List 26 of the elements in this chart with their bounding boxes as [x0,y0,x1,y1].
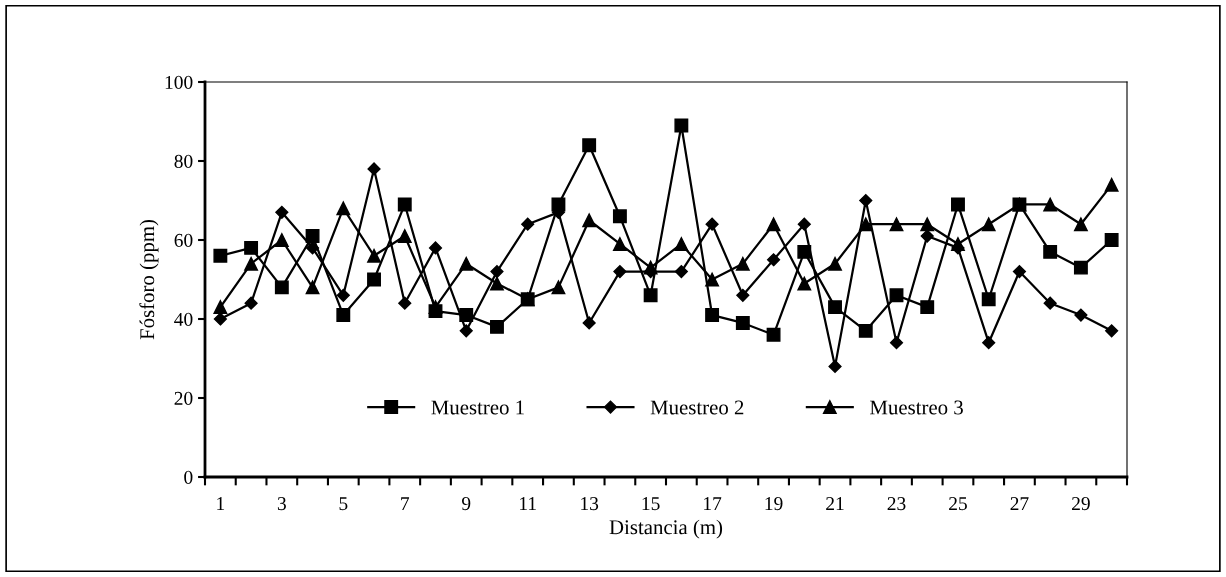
x-tick-label: 3 [277,497,286,511]
legend-label: Muestreo 2 [650,400,744,415]
y-tick-label: 40 [174,312,193,326]
y-tick-label: 60 [174,233,193,247]
x-tick-label: 11 [520,497,536,510]
x-tick-label: 23 [887,497,906,511]
x-tick-label: 21 [826,497,844,510]
x-tick-label: 25 [949,497,967,511]
x-tick-label: 5 [339,497,348,511]
x-tick-label: 15 [642,497,660,511]
x-axis-title: Distancia (m) [609,519,723,539]
y-tick-label: 20 [174,391,193,405]
x-tick-label: 29 [1072,497,1090,511]
x-tick-label: 19 [765,497,783,511]
x-tick-label: 17 [704,497,722,510]
y-tick-label: 80 [174,154,193,168]
y-axis-title: Fósforo (ppm) [139,219,159,340]
y-tick-label: 100 [165,75,193,89]
legend-label: Muestreo 1 [431,400,524,415]
y-tick-label: 0 [184,470,193,484]
x-tick-label: 1 [217,497,225,510]
x-tick-label: 7 [401,497,410,510]
x-tick-label: 9 [462,497,471,511]
x-tick-label: 13 [581,497,599,511]
legend-label: Muestreo 3 [870,400,963,415]
x-tick-label: 27 [1010,497,1029,510]
